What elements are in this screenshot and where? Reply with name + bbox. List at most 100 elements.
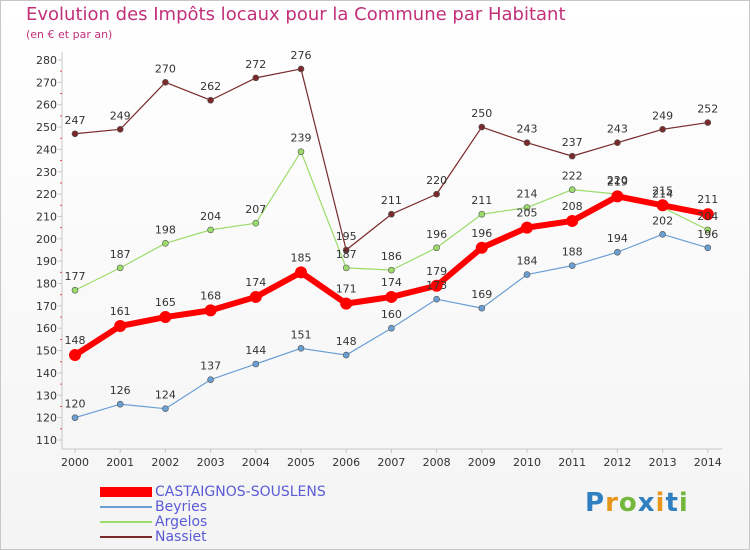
x-tick-label: 2006 xyxy=(332,456,360,469)
data-label: 272 xyxy=(245,58,266,71)
legend-swatch xyxy=(100,536,152,538)
data-point xyxy=(656,199,669,212)
data-label: 214 xyxy=(652,188,673,201)
y-tick-label: 110 xyxy=(36,434,57,447)
data-point xyxy=(704,119,712,126)
x-tick-label: 2013 xyxy=(649,456,677,469)
logo-letter: o xyxy=(618,488,638,518)
data-point xyxy=(475,241,488,254)
data-label: 202 xyxy=(652,214,673,227)
data-label: 177 xyxy=(65,270,86,283)
data-point xyxy=(704,244,712,252)
data-label: 220 xyxy=(426,174,447,187)
data-label: 187 xyxy=(110,248,131,261)
data-point xyxy=(204,304,217,317)
data-label: 179 xyxy=(426,265,447,278)
data-point xyxy=(207,226,214,234)
data-point xyxy=(388,266,395,274)
data-label: 188 xyxy=(562,246,583,259)
data-label: 137 xyxy=(200,360,221,373)
data-label: 174 xyxy=(381,276,402,289)
data-label: 184 xyxy=(517,255,538,268)
data-point xyxy=(342,246,350,254)
data-label: 215 xyxy=(652,184,673,197)
chart-title: Evolution des Impôts locaux pour la Comm… xyxy=(26,4,566,25)
data-point xyxy=(478,210,486,218)
logo-letter: t xyxy=(665,488,679,518)
data-label: 239 xyxy=(291,132,312,145)
data-label: 262 xyxy=(200,80,221,93)
y-tick-label: 200 xyxy=(36,233,57,246)
data-point xyxy=(433,244,440,252)
data-point xyxy=(659,125,666,133)
y-tick-label: 250 xyxy=(36,121,57,134)
data-point xyxy=(523,271,531,278)
data-point xyxy=(295,266,307,279)
data-label: 168 xyxy=(200,289,221,302)
data-label: 211 xyxy=(471,194,492,207)
data-label: 243 xyxy=(517,123,538,136)
data-point xyxy=(252,360,260,368)
x-tick-label: 2003 xyxy=(197,456,225,469)
data-label: 249 xyxy=(110,109,131,122)
legend-label: Beyries xyxy=(155,499,208,515)
data-label: 160 xyxy=(381,308,402,321)
data-point xyxy=(523,204,531,211)
data-label: 151 xyxy=(291,328,312,341)
data-point xyxy=(71,414,79,421)
data-label: 270 xyxy=(155,62,176,75)
data-label: 196 xyxy=(697,228,718,241)
data-point xyxy=(162,79,169,86)
data-point xyxy=(252,74,260,82)
data-label: 222 xyxy=(562,170,583,183)
data-point xyxy=(478,123,486,131)
data-point xyxy=(478,304,486,312)
data-point xyxy=(342,351,350,359)
data-label: 204 xyxy=(697,210,718,223)
logo-letter: i xyxy=(655,488,666,518)
data-point xyxy=(71,286,79,294)
data-label: 211 xyxy=(697,193,718,206)
data-label: 237 xyxy=(562,136,583,149)
data-point xyxy=(69,349,81,362)
data-point xyxy=(340,297,353,310)
data-label: 204 xyxy=(200,210,221,223)
x-tick-label: 2010 xyxy=(513,456,541,469)
data-point xyxy=(568,152,576,160)
data-label: 214 xyxy=(517,188,538,201)
data-point xyxy=(430,279,443,292)
data-point xyxy=(566,214,579,227)
x-tick-label: 2008 xyxy=(423,456,451,469)
proxiti-logo: Proxiti xyxy=(585,488,689,518)
data-point xyxy=(388,324,395,332)
data-label: 196 xyxy=(426,228,447,241)
y-tick-label: 130 xyxy=(36,389,57,402)
data-label: 250 xyxy=(471,107,492,120)
x-tick-label: 2005 xyxy=(287,456,315,469)
data-label: 252 xyxy=(697,103,718,116)
data-label: 171 xyxy=(336,283,357,296)
legend-swatch xyxy=(100,506,152,508)
data-point xyxy=(116,264,124,272)
data-point xyxy=(523,139,531,147)
logo-letter: r xyxy=(605,488,619,518)
data-point xyxy=(521,221,533,234)
data-label: 144 xyxy=(245,344,266,357)
y-tick-label: 260 xyxy=(36,99,57,112)
x-tick-label: 2002 xyxy=(151,456,179,469)
data-point xyxy=(297,345,305,352)
data-point xyxy=(252,219,260,227)
data-point xyxy=(249,290,262,303)
data-point xyxy=(704,226,712,234)
data-label: 207 xyxy=(245,203,266,216)
legend-label: CASTAIGNOS-SOUSLENS xyxy=(155,484,326,500)
data-point xyxy=(116,400,124,408)
x-tick-label: 2007 xyxy=(377,456,405,469)
logo-letter: x xyxy=(637,488,656,518)
data-point xyxy=(297,65,305,73)
y-tick-label: 280 xyxy=(36,54,57,67)
data-point xyxy=(207,96,214,104)
data-label: 205 xyxy=(517,207,538,220)
data-label: 195 xyxy=(336,230,357,243)
